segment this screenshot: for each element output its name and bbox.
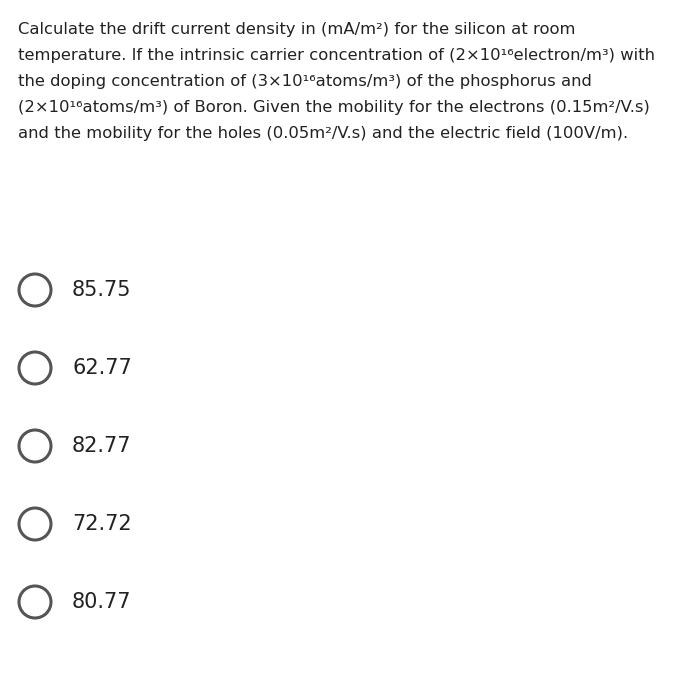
Text: 80.77: 80.77 [72,592,131,612]
Text: Calculate the drift current density in (mA/m²) for the silicon at room: Calculate the drift current density in (… [18,22,575,37]
Text: the doping concentration of (3×10¹⁶atoms/m³) of the phosphorus and: the doping concentration of (3×10¹⁶atoms… [18,74,592,89]
Text: and the mobility for the holes (0.05m²/V.s) and the electric field (100V/m).: and the mobility for the holes (0.05m²/V… [18,126,628,141]
Text: 72.72: 72.72 [72,514,132,534]
Text: 85.75: 85.75 [72,280,131,300]
Text: temperature. If the intrinsic carrier concentration of (2×10¹⁶electron/m³) with: temperature. If the intrinsic carrier co… [18,48,655,63]
Text: 62.77: 62.77 [72,358,132,378]
Text: 82.77: 82.77 [72,436,131,456]
Text: (2×10¹⁶atoms/m³) of Boron. Given the mobility for the electrons (0.15m²/V.s): (2×10¹⁶atoms/m³) of Boron. Given the mob… [18,100,650,115]
